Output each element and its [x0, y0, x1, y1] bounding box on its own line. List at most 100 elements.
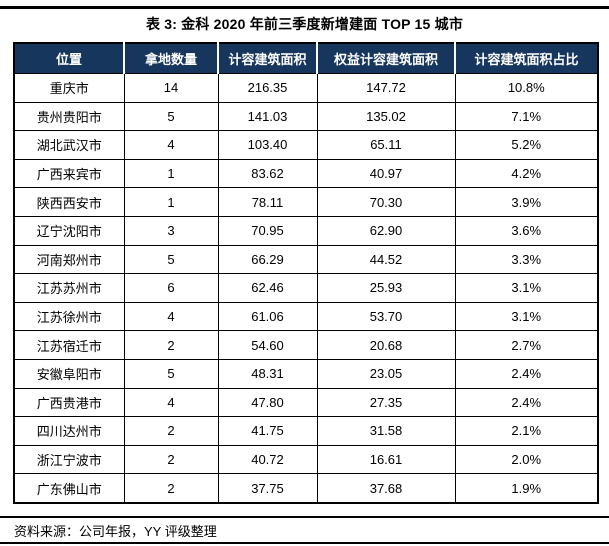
table-cell: 216.35 — [217, 73, 318, 103]
table-cell: 10.8% — [454, 73, 599, 103]
table-body: 重庆市 14 216.35 147.72 10.8% 贵州贵阳市 5 141.03 135.02… — [13, 73, 599, 504]
table-cell: 14 — [123, 73, 219, 103]
top15-cities-table: 位置 拿地数量 计容建筑面积 权益计容建筑面积 计容建筑面积占比 重庆市 14 21… — [13, 42, 599, 504]
table-cell: 2 — [123, 444, 219, 475]
table-row: 四川达州市 2 41.75 31.58 2.1% — [13, 416, 599, 446]
table-cell: 20.68 — [316, 330, 456, 360]
table-cell: 3.3% — [454, 244, 599, 275]
table-cell: 湖北武汉市 — [13, 130, 125, 160]
table-cell: 5.2% — [454, 130, 599, 160]
table-cell: 78.11 — [217, 187, 318, 217]
table-cell: 重庆市 — [13, 73, 125, 103]
table-cell: 25.93 — [316, 273, 456, 303]
table-row: 江苏苏州市 6 62.46 25.93 3.1% — [13, 273, 599, 303]
table-cell: 141.03 — [217, 101, 318, 132]
table-cell: 54.60 — [217, 330, 318, 360]
table-cell: 2.4% — [454, 358, 599, 389]
table-cell: 4 — [123, 130, 219, 160]
table-row: 江苏宿迁市 2 54.60 20.68 2.7% — [13, 330, 599, 360]
table-cell: 37.68 — [316, 473, 456, 504]
table-cell: 2.7% — [454, 330, 599, 360]
source-note: 资料来源：公司年报，YY 评级整理 — [14, 524, 217, 539]
footer-divider-top — [0, 516, 609, 518]
table-cell: 23.05 — [316, 358, 456, 389]
table-cell: 陕西西安市 — [13, 187, 125, 217]
table-cell: 2.0% — [454, 444, 599, 475]
table-cell: 83.62 — [217, 158, 318, 189]
table-cell: 广西贵港市 — [13, 387, 125, 418]
table-cell: 70.30 — [316, 187, 456, 217]
table-cell: 广东佛山市 — [13, 473, 125, 504]
table-cell: 5 — [123, 244, 219, 275]
table-cell: 62.90 — [316, 215, 456, 246]
table-cell: 40.72 — [217, 444, 318, 475]
table-row: 广西来宾市 1 83.62 40.97 4.2% — [13, 158, 599, 189]
table-row: 陕西西安市 1 78.11 70.30 3.9% — [13, 187, 599, 217]
column-header-land-count: 拿地数量 — [123, 43, 218, 74]
table-cell: 44.52 — [316, 244, 456, 275]
table-row: 重庆市 14 216.35 147.72 10.8% — [13, 73, 599, 103]
table-cell: 3.9% — [454, 187, 599, 217]
table-cell: 5 — [123, 101, 219, 132]
table-cell: 江苏苏州市 — [13, 273, 125, 303]
table-cell: 四川达州市 — [13, 416, 125, 446]
table-cell: 5 — [123, 358, 219, 389]
table-cell: 3.1% — [454, 301, 599, 332]
table-cell: 2 — [123, 473, 219, 504]
table-row: 江苏徐州市 4 61.06 53.70 3.1% — [13, 301, 599, 332]
table-cell: 31.58 — [316, 416, 456, 446]
table-cell: 江苏徐州市 — [13, 301, 125, 332]
table-header: 位置 拿地数量 计容建筑面积 权益计容建筑面积 计容建筑面积占比 — [14, 43, 598, 74]
table-cell: 安徽阜阳市 — [13, 358, 125, 389]
table-cell: 3.1% — [454, 273, 599, 303]
table-cell: 4 — [123, 387, 219, 418]
table-cell: 27.35 — [316, 387, 456, 418]
table-cell: 103.40 — [217, 130, 318, 160]
table-row: 湖北武汉市 4 103.40 65.11 5.2% — [13, 130, 599, 160]
table-cell: 3.6% — [454, 215, 599, 246]
table-cell: 40.97 — [316, 158, 456, 189]
table-cell: 16.61 — [316, 444, 456, 475]
table-cell: 4.2% — [454, 158, 599, 189]
table-cell: 70.95 — [217, 215, 318, 246]
table-cell: 2 — [123, 416, 219, 446]
column-header-location: 位置 — [14, 43, 124, 74]
table-row: 浙江宁波市 2 40.72 16.61 2.0% — [13, 444, 599, 475]
header-row: 位置 拿地数量 计容建筑面积 权益计容建筑面积 计容建筑面积占比 — [14, 43, 598, 74]
table-cell: 1 — [123, 158, 219, 189]
table-cell: 广西来宾市 — [13, 158, 125, 189]
table-row: 广西贵港市 4 47.80 27.35 2.4% — [13, 387, 599, 418]
table-cell: 4 — [123, 301, 219, 332]
table-cell: 53.70 — [316, 301, 456, 332]
table-cell: 48.31 — [217, 358, 318, 389]
table-title: 表 3: 金科 2020 年前三季度新增建面 TOP 15 城市 — [145, 16, 464, 32]
table-cell: 3 — [123, 215, 219, 246]
table-cell: 6 — [123, 273, 219, 303]
table-cell: 147.72 — [316, 73, 456, 103]
table-cell: 65.11 — [316, 130, 456, 160]
table-cell: 37.75 — [217, 473, 318, 504]
table-row: 广东佛山市 2 37.75 37.68 1.9% — [13, 473, 599, 504]
table-cell: 62.46 — [217, 273, 318, 303]
table-row: 辽宁沈阳市 3 70.95 62.90 3.6% — [13, 215, 599, 246]
table-cell: 41.75 — [217, 416, 318, 446]
table-row: 安徽阜阳市 5 48.31 23.05 2.4% — [13, 358, 599, 389]
table-cell: 47.80 — [217, 387, 318, 418]
footer-divider-bottom — [0, 542, 609, 544]
table-cell: 135.02 — [316, 101, 456, 132]
table-cell: 2 — [123, 330, 219, 360]
table-cell: 辽宁沈阳市 — [13, 215, 125, 246]
table-cell: 1.9% — [454, 473, 599, 504]
column-header-gfa-share: 计容建筑面积占比 — [454, 43, 598, 74]
table-row: 河南郑州市 5 66.29 44.52 3.3% — [13, 244, 599, 275]
table-cell: 7.1% — [454, 101, 599, 132]
table-cell: 66.29 — [217, 244, 318, 275]
table-row: 贵州贵阳市 5 141.03 135.02 7.1% — [13, 101, 599, 132]
table-cell: 江苏宿迁市 — [13, 330, 125, 360]
table-cell: 1 — [123, 187, 219, 217]
column-header-equity-gfa: 权益计容建筑面积 — [316, 43, 455, 74]
table-cell: 2.4% — [454, 387, 599, 418]
table-cell: 河南郑州市 — [13, 244, 125, 275]
top-divider — [0, 6, 609, 9]
